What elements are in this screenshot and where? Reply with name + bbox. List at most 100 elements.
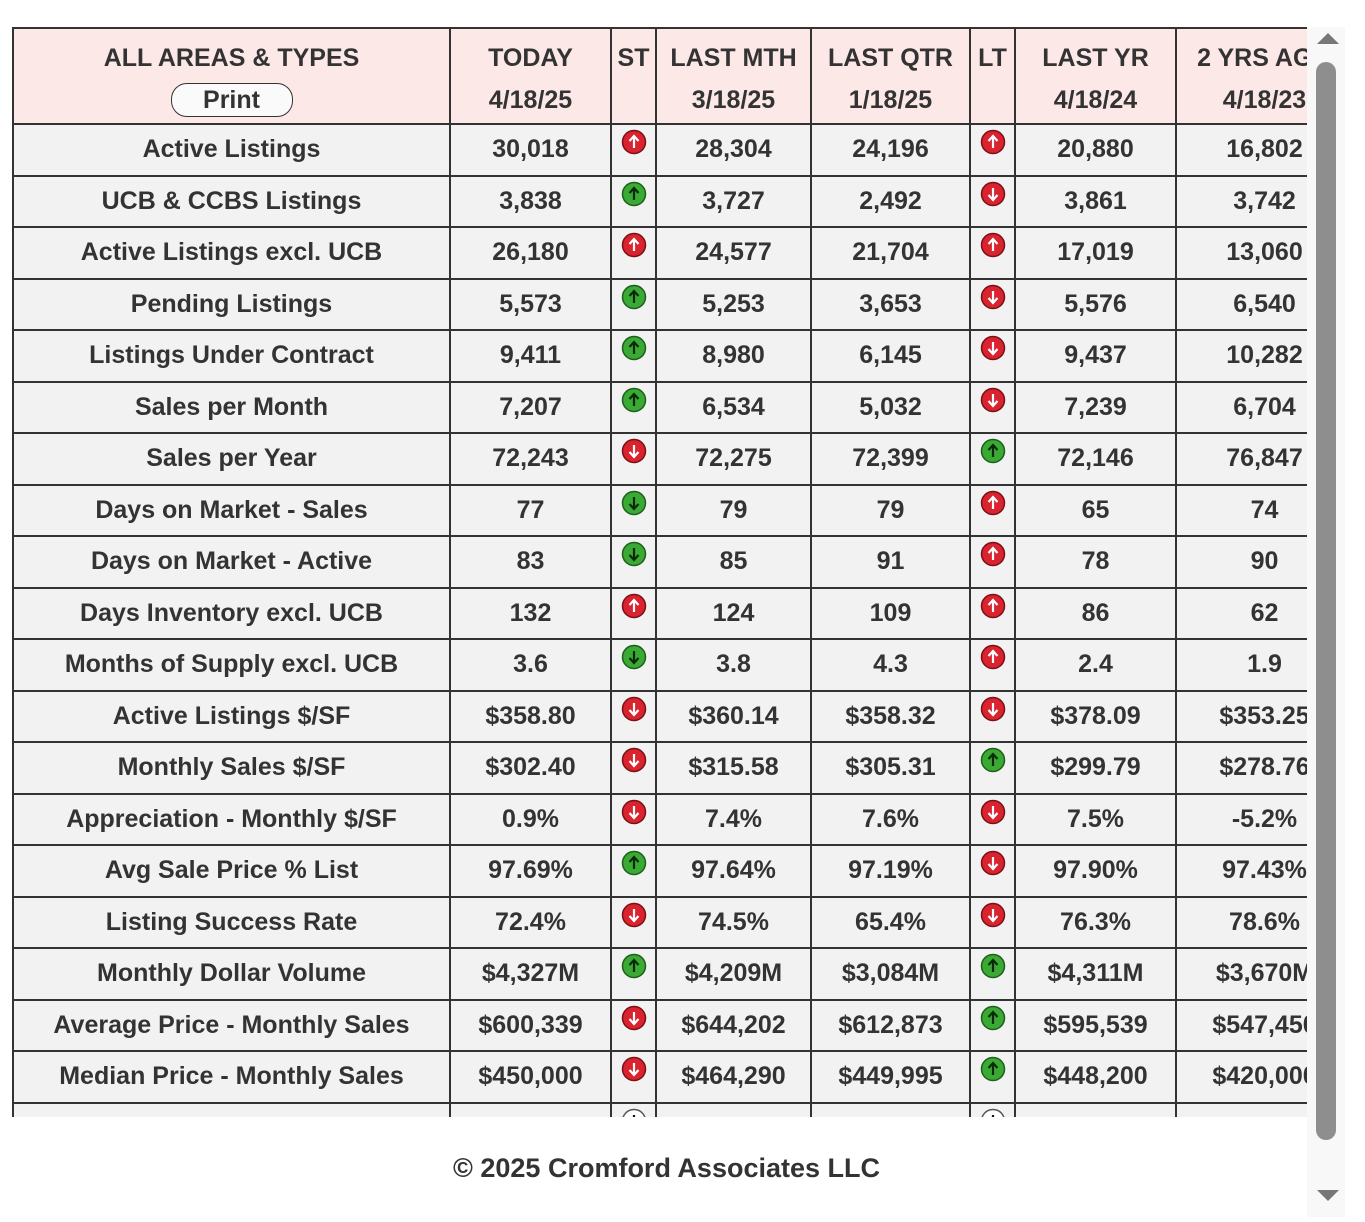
indicator-cell — [969, 1050, 1016, 1104]
trend-icon — [621, 490, 646, 515]
value-cell: 7,239 — [1014, 380, 1177, 434]
trend-icon — [980, 181, 1005, 206]
trend-icon — [980, 953, 1005, 979]
column-title: ST — [617, 44, 650, 72]
trend-icon — [621, 387, 646, 412]
value-cell: 16,802 — [1175, 123, 1307, 177]
column-title: LT — [978, 44, 1007, 72]
column-date: 4/18/23 — [1222, 86, 1307, 114]
indicator-cell — [610, 329, 657, 383]
trend-icon — [980, 1056, 1005, 1082]
trend-icon — [980, 799, 1005, 824]
value-cell: 26,180 — [449, 226, 612, 280]
value-cell: $4,311M — [1014, 947, 1177, 1001]
value-cell: 74 — [1175, 483, 1307, 537]
data-row: Sales per Month 7,207 6,534 5,032 7,239 6,704 — [12, 380, 1307, 434]
data-row: Listings Under Contract 9,411 8,980 6,145 9,… — [12, 329, 1307, 383]
value-cell: 2,007 — [810, 1101, 971, 1117]
indicator-cell — [610, 844, 657, 898]
row-label: Days on Market - Active — [12, 535, 451, 589]
value-cell: 85 — [655, 535, 812, 589]
data-row: Active Listings 30,018 28,304 24,196 20,880 1… — [12, 123, 1307, 177]
value-cell: 72,399 — [810, 432, 971, 486]
value-cell: 83 — [449, 535, 612, 589]
value-cell: 5,573 — [449, 277, 612, 331]
value-cell: $600,339 — [449, 998, 612, 1052]
value-cell: $450,000 — [449, 1050, 612, 1104]
trend-icon — [980, 902, 1005, 927]
indicator-cell — [969, 895, 1016, 949]
indicator-cell — [610, 535, 657, 589]
value-cell: 6,534 — [655, 380, 812, 434]
indicator-cell — [969, 998, 1016, 1052]
value-cell: 30,018 — [449, 123, 612, 177]
value-cell: $612,873 — [810, 998, 971, 1052]
column-header: LAST YR 4/18/24 — [1014, 27, 1177, 125]
trend-icon — [621, 129, 646, 155]
value-cell: 7.4% — [655, 792, 812, 846]
value-cell: 8,980 — [655, 329, 812, 383]
scrollbar-arrows — [1317, 33, 1339, 1201]
value-cell: 3.8 — [655, 638, 812, 692]
table-container: ALL AREAS & TYPES Print TODAY 4/18/25 ST LAST… — [12, 27, 1307, 1117]
value-cell: 21,704 — [810, 226, 971, 280]
value-cell: 2,041 — [655, 1101, 812, 1117]
value-cell: $378.09 — [1014, 689, 1177, 743]
indicator-cell — [969, 123, 1016, 177]
column-header: LAST QTR 1/18/25 — [810, 27, 971, 125]
column-date: 3/18/25 — [691, 86, 776, 114]
data-row: Active Listings $/SF $358.80 $360.14 $358.3… — [12, 689, 1307, 743]
column-date: 4/18/24 — [1053, 86, 1138, 114]
value-cell: $464,290 — [655, 1050, 812, 1104]
value-cell: 24,196 — [810, 123, 971, 177]
trend-icon — [980, 232, 1005, 258]
value-cell: 77 — [449, 483, 612, 537]
trend-icon — [980, 850, 1005, 876]
trend-icon — [621, 799, 646, 824]
column-title: LAST MTH — [670, 44, 797, 72]
row-label: Appreciation - Monthly $/SF — [12, 792, 451, 846]
data-row: Appreciation - Monthly $/SF 0.9% 7.4% 7.6% 7… — [12, 792, 1307, 846]
row-label: Average Price - Monthly Sales — [12, 998, 451, 1052]
footer: © 2025 Cromford Associates LLC — [452, 1153, 881, 1183]
trend-icon — [621, 335, 646, 361]
row-label: Sales per Month — [12, 380, 451, 434]
data-row: Monthly Sales $/SF $302.40 $315.58 $305.31 $… — [12, 741, 1307, 795]
value-cell: 17,019 — [1014, 226, 1177, 280]
value-cell: 7.5% — [1014, 792, 1177, 846]
value-cell: 97.43% — [1175, 844, 1307, 898]
value-cell: 91 — [810, 535, 971, 589]
indicator-cell — [610, 1101, 657, 1117]
value-cell: 13,060 — [1175, 226, 1307, 280]
data-row: Avg Sale Price % List 97.69% 97.64% 97.19% 9… — [12, 844, 1307, 898]
value-cell: 109 — [810, 586, 971, 640]
trend-icon — [621, 902, 646, 927]
indicator-cell — [969, 844, 1016, 898]
row-label: Pending Listings — [12, 277, 451, 331]
value-cell: $302.40 — [449, 741, 612, 795]
value-cell: 1,964 — [1175, 1101, 1307, 1117]
indicator-cell — [969, 226, 1016, 280]
value-cell: 97.69% — [449, 844, 612, 898]
trend-icon — [621, 696, 646, 721]
trend-icon — [980, 747, 1005, 773]
data-row: Median Price - Monthly Sales $450,000 $464… — [12, 1050, 1307, 1104]
scrollbar-thumb[interactable] — [1316, 62, 1336, 1140]
trend-icon — [980, 696, 1005, 721]
trend-icon — [621, 541, 646, 567]
data-row: Days Inventory excl. UCB 132 124 109 86 62 — [12, 586, 1307, 640]
column-title: LAST QTR — [828, 44, 953, 72]
value-cell: 65 — [1014, 483, 1177, 537]
row-label: Days Inventory excl. UCB — [12, 586, 451, 640]
data-row: Days on Market - Sales 77 79 79 65 74 — [12, 483, 1307, 537]
value-cell: $278.76 — [1175, 741, 1307, 795]
value-cell: $595,539 — [1014, 998, 1177, 1052]
indicator-cell — [969, 432, 1016, 486]
value-cell: 1,985 — [449, 1101, 612, 1117]
indicator-cell — [610, 998, 657, 1052]
indicator-cell — [969, 380, 1016, 434]
print-button[interactable]: Print — [170, 83, 293, 117]
value-cell: 79 — [810, 483, 971, 537]
indicator-cell — [610, 638, 657, 692]
